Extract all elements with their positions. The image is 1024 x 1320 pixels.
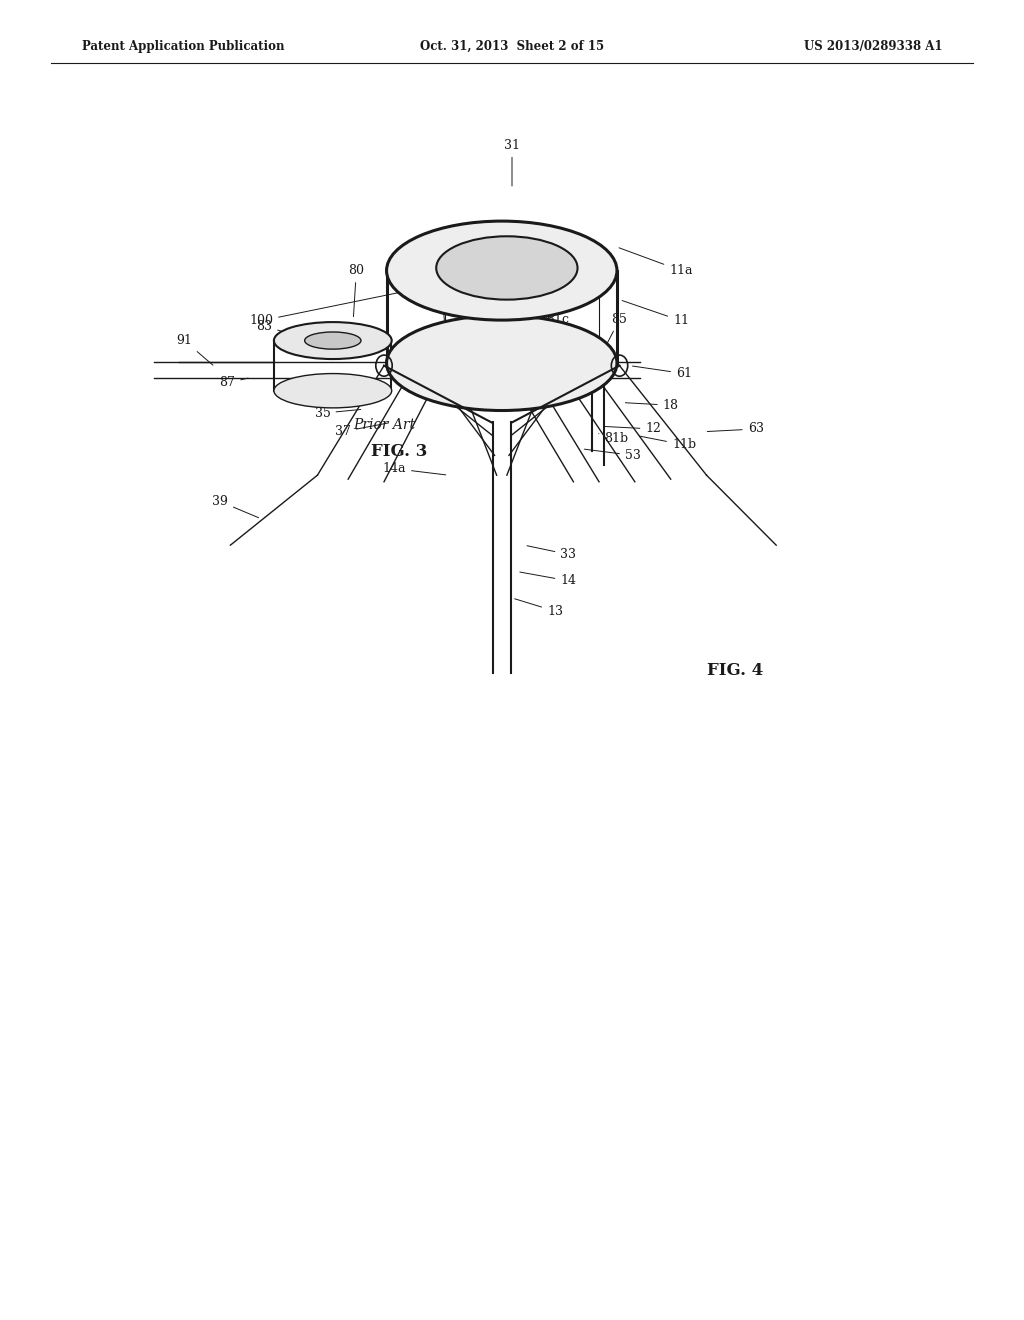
Text: 14a: 14a <box>383 462 445 475</box>
Text: 81: 81 <box>434 294 451 356</box>
Ellipse shape <box>387 315 616 411</box>
Text: 63: 63 <box>708 422 764 436</box>
Text: 85: 85 <box>600 313 628 356</box>
Text: US 2013/0289338 A1: US 2013/0289338 A1 <box>804 40 942 53</box>
Text: FIG. 4: FIG. 4 <box>708 663 763 678</box>
Text: 37: 37 <box>335 422 388 438</box>
Text: 18: 18 <box>626 399 679 412</box>
Text: 39: 39 <box>212 495 258 517</box>
Text: 14: 14 <box>520 572 577 587</box>
Ellipse shape <box>274 322 391 359</box>
Ellipse shape <box>436 236 578 300</box>
Text: 81a: 81a <box>478 284 501 356</box>
Text: 89: 89 <box>496 381 518 403</box>
Text: 81c: 81c <box>547 313 569 356</box>
Text: 12: 12 <box>605 422 662 436</box>
Text: 83: 83 <box>256 319 296 335</box>
Text: 61: 61 <box>633 366 692 380</box>
Ellipse shape <box>387 222 616 321</box>
Ellipse shape <box>274 374 391 408</box>
Text: Patent Application Publication: Patent Application Publication <box>82 40 285 53</box>
Text: 100: 100 <box>249 290 407 327</box>
Text: 13: 13 <box>515 599 563 618</box>
Text: 35: 35 <box>314 407 360 420</box>
Text: 33: 33 <box>527 545 577 561</box>
Text: FIG. 3: FIG. 3 <box>371 444 428 459</box>
Text: Oct. 31, 2013  Sheet 2 of 15: Oct. 31, 2013 Sheet 2 of 15 <box>420 40 604 53</box>
Text: 53: 53 <box>585 449 641 462</box>
Text: 11b: 11b <box>640 436 696 451</box>
Text: 11a: 11a <box>620 248 692 277</box>
Ellipse shape <box>305 333 361 350</box>
Text: 81b: 81b <box>599 432 629 445</box>
Text: 11: 11 <box>623 301 689 327</box>
Text: Prior Art: Prior Art <box>353 418 415 432</box>
Text: 80: 80 <box>348 264 365 317</box>
Text: 92: 92 <box>512 300 528 356</box>
Text: 87: 87 <box>219 376 248 389</box>
Text: 91: 91 <box>176 334 213 366</box>
Text: 31: 31 <box>504 139 520 186</box>
